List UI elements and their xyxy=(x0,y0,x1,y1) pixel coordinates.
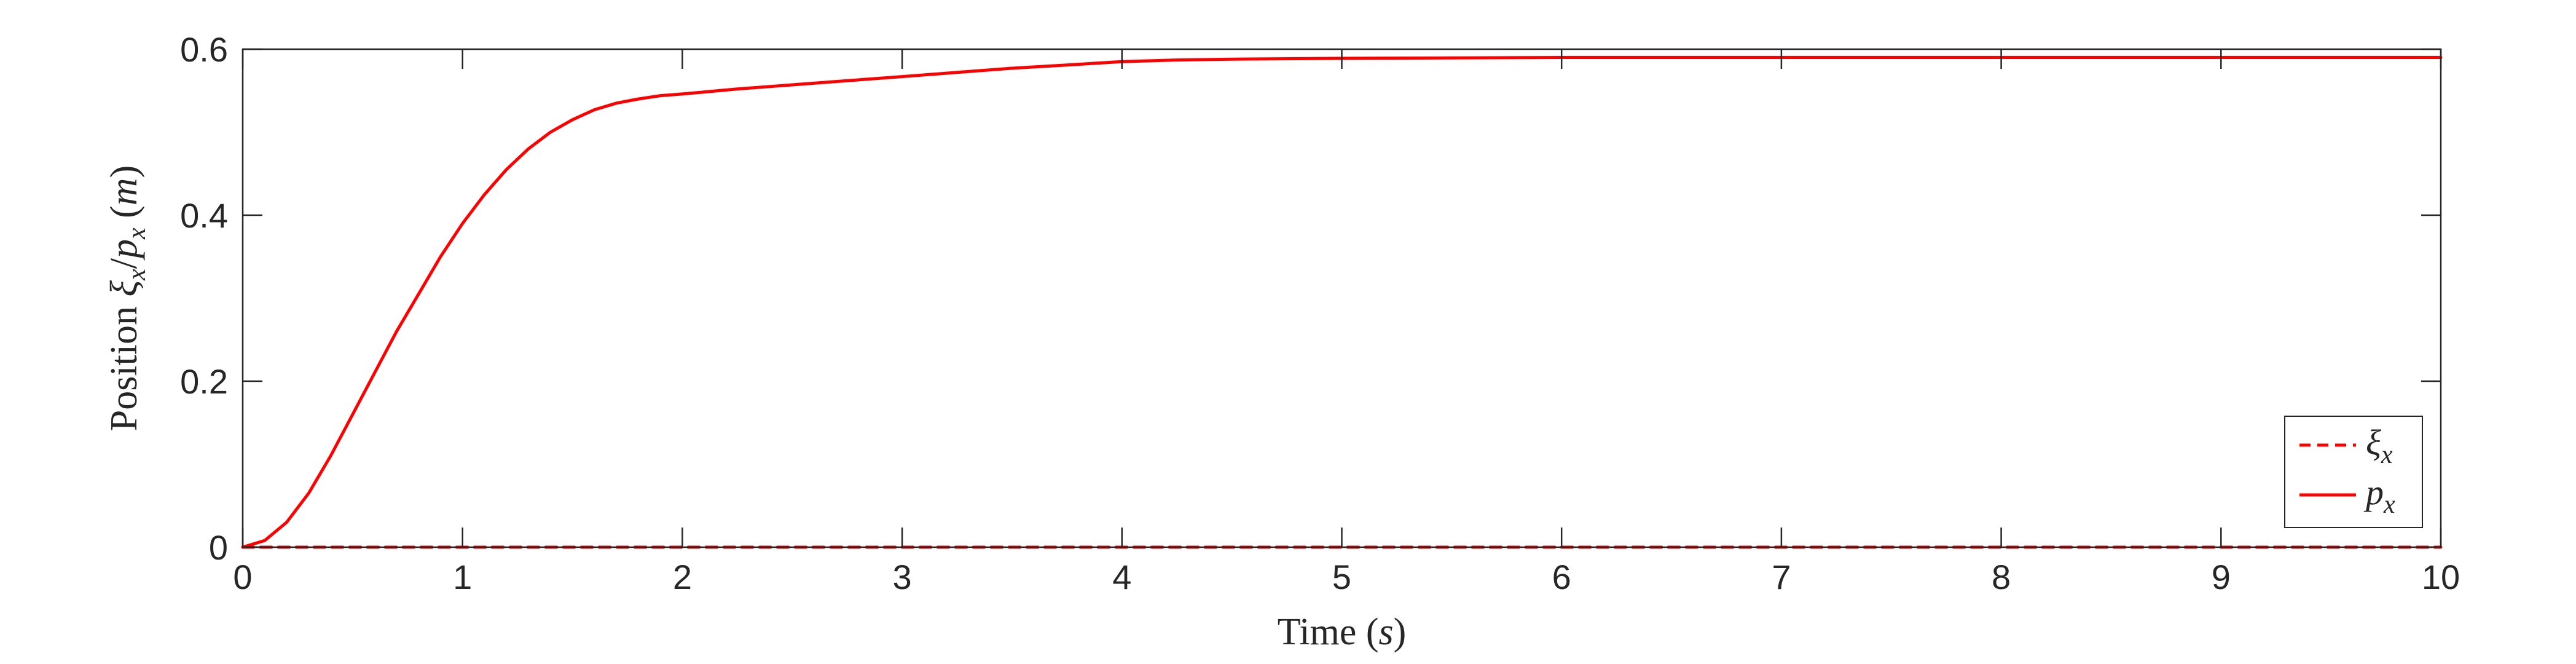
legend-box xyxy=(2284,416,2423,528)
x-tick-label: 8 xyxy=(1992,558,2011,596)
x-tick-label: 7 xyxy=(1772,558,1791,596)
y-axis-label: Position ξx/px (m) xyxy=(103,165,151,432)
y-tick-label: 0.4 xyxy=(180,196,228,235)
x-tick-label: 9 xyxy=(2212,558,2231,596)
y-tick-label: 0 xyxy=(209,528,228,567)
plot-area xyxy=(243,49,2441,547)
x-tick-label: 10 xyxy=(2422,558,2460,596)
plot-frame xyxy=(242,48,2442,548)
y-tick-label: 0.6 xyxy=(180,30,228,69)
x-tick-label: 5 xyxy=(1332,558,1351,596)
x-tick-label: 0 xyxy=(233,558,252,596)
legend-label-p-x: px xyxy=(2363,472,2395,519)
series-line-p-x xyxy=(241,56,2443,549)
y-tick-labels: 0 0.2 0.4 0.6 xyxy=(180,30,228,567)
legend: ξx px xyxy=(2284,416,2423,528)
y-tick-label: 0.2 xyxy=(180,362,228,401)
x-tick-label: 4 xyxy=(1112,558,1131,596)
x-tick-label: 1 xyxy=(453,558,472,596)
x-tick-label: 3 xyxy=(893,558,912,596)
x-tick-label: 6 xyxy=(1552,558,1571,596)
x-tick-labels: 0 1 2 3 4 5 6 7 8 9 10 xyxy=(233,558,2460,596)
x-tick-label: 2 xyxy=(673,558,692,596)
x-axis-label: Time (s) xyxy=(1278,611,1407,653)
